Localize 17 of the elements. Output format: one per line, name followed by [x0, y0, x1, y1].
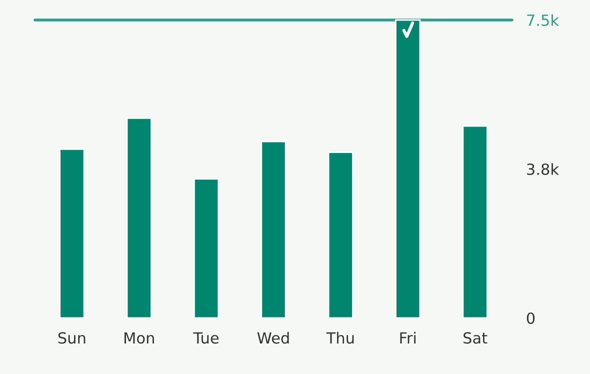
bar — [59, 148, 85, 319]
bar — [126, 117, 152, 319]
x-tick-label: Fri — [400, 332, 416, 344]
y-tick-label: 7.5k — [527, 14, 559, 26]
y-tick-label: 0 — [526, 312, 535, 324]
x-tick-label: Sun — [58, 332, 86, 344]
bar — [395, 19, 421, 319]
x-tick-label: Tue — [193, 332, 219, 344]
x-tick-label: Mon — [124, 332, 154, 344]
x-tick-label: Thu — [326, 332, 354, 344]
x-tick-label: Sat — [464, 332, 488, 344]
bar — [328, 152, 354, 319]
x-tick-label: Wed — [257, 332, 289, 344]
bar — [194, 178, 220, 319]
bar — [260, 140, 286, 319]
y-tick-label: 3.8k — [527, 163, 559, 176]
bar — [462, 125, 488, 319]
